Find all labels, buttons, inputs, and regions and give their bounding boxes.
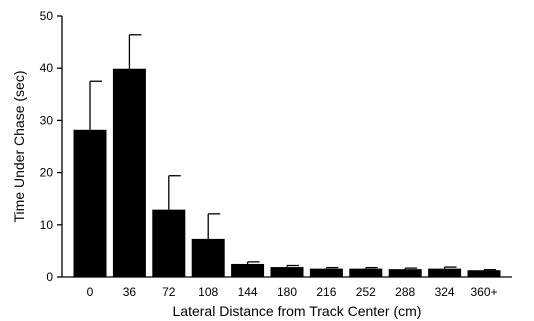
x-axis-label: Lateral Distance from Track Center (cm)	[173, 303, 422, 319]
y-tick-label: 20	[40, 166, 54, 180]
x-tick-label: 324	[435, 285, 455, 299]
y-tick-label: 0	[46, 270, 53, 284]
x-tick-label: 144	[238, 285, 258, 299]
x-tick-label: 0	[87, 285, 94, 299]
y-tick-label: 50	[40, 9, 54, 23]
y-axis-label: Time Under Chase (sec)	[11, 71, 27, 223]
bar-180	[270, 267, 304, 277]
x-tick-label: 216	[316, 285, 336, 299]
bar-72	[152, 209, 186, 277]
bars	[73, 34, 501, 277]
y-tick-label: 10	[40, 218, 54, 232]
bar-108	[191, 238, 225, 277]
x-tick-label: 180	[277, 285, 297, 299]
x-tick-label: 360+	[470, 285, 497, 299]
bar-144	[231, 263, 265, 277]
bar-360+	[467, 270, 501, 277]
bar-324	[428, 268, 462, 277]
x-tick-label: 108	[198, 285, 218, 299]
x-axis-ticks: 0 36 72 108 144 180 216 252 288 324 360+	[87, 285, 498, 299]
x-tick-label: 252	[356, 285, 376, 299]
bar-216	[309, 268, 343, 277]
bar-288	[388, 269, 422, 277]
bar-36	[112, 68, 146, 277]
bar-252	[349, 268, 383, 277]
bar-0	[73, 129, 107, 277]
y-tick-label: 30	[40, 113, 54, 127]
y-axis-ticks: 0 10 20 30 40 50	[40, 9, 62, 284]
x-tick-label: 288	[395, 285, 415, 299]
x-tick-label: 36	[123, 285, 137, 299]
y-tick-label: 40	[40, 61, 54, 75]
x-tick-label: 72	[162, 285, 176, 299]
